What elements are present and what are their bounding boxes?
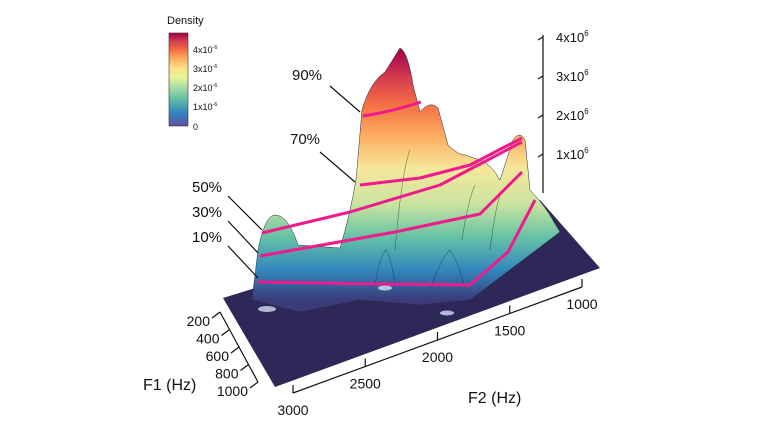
contour-10	[257, 199, 537, 287]
f1-tick-label: 600	[206, 348, 230, 364]
contour-70	[359, 136, 523, 187]
colorbar-tick-label: 3x10-6	[193, 64, 217, 74]
z-tick	[537, 36, 544, 41]
f1-tick-label: 200	[187, 313, 211, 329]
surface-peaks	[374, 149, 501, 291]
f1-tick-label: 400	[196, 331, 220, 347]
f2-tick-label: 3000	[277, 402, 308, 418]
f1-tick	[249, 381, 259, 389]
f2-axis-title: F2 (Hz)	[468, 390, 521, 407]
contour-50	[261, 140, 523, 235]
f1-tick	[221, 329, 230, 336]
z-tick-label: 3x106	[556, 68, 589, 84]
f2-tick-label: 1000	[566, 296, 597, 312]
f1-tick	[211, 311, 221, 319]
contour-30	[259, 170, 524, 258]
f2-tick-label: 2500	[350, 376, 381, 392]
f1-tick	[230, 346, 240, 354]
colorbar	[168, 32, 189, 127]
z-tick	[537, 153, 544, 158]
contour-label-70: 70%	[290, 131, 320, 148]
leader-10	[227, 245, 259, 279]
leader-90	[329, 85, 361, 113]
z-tick-label: 2x106	[556, 107, 589, 123]
leader-70	[319, 151, 356, 183]
leader-50	[227, 195, 263, 231]
f2-tick-label: 2000	[422, 349, 453, 365]
z-tick	[537, 114, 544, 119]
floor-highlights	[258, 285, 454, 316]
f1-tick	[240, 364, 249, 371]
z-tick-label: 4x106	[556, 29, 589, 45]
contour-label-50: 50%	[192, 179, 222, 196]
contour-label-30: 30%	[192, 204, 222, 221]
contour-90	[362, 100, 422, 118]
z-tick-label: 1x106	[556, 146, 589, 162]
contour-label-10: 10%	[192, 229, 222, 246]
colorbar-title: Density	[167, 15, 204, 27]
colorbar-tick-label: 4x10-6	[193, 45, 217, 55]
leader-30	[227, 220, 259, 254]
f1-tick-label: 1000	[217, 383, 248, 399]
f1-tick-label: 800	[215, 366, 239, 382]
colorbar-tick-label: 0	[193, 122, 198, 132]
contour-label-90: 90%	[292, 67, 322, 84]
f2-tick-label: 1500	[494, 323, 525, 339]
f1-axis-title: F1 (Hz)	[143, 377, 196, 394]
colorbar-tick-label: 2x10-6	[193, 83, 217, 93]
colorbar-tick-label: 1x10-6	[193, 102, 217, 112]
z-tick	[537, 75, 544, 80]
